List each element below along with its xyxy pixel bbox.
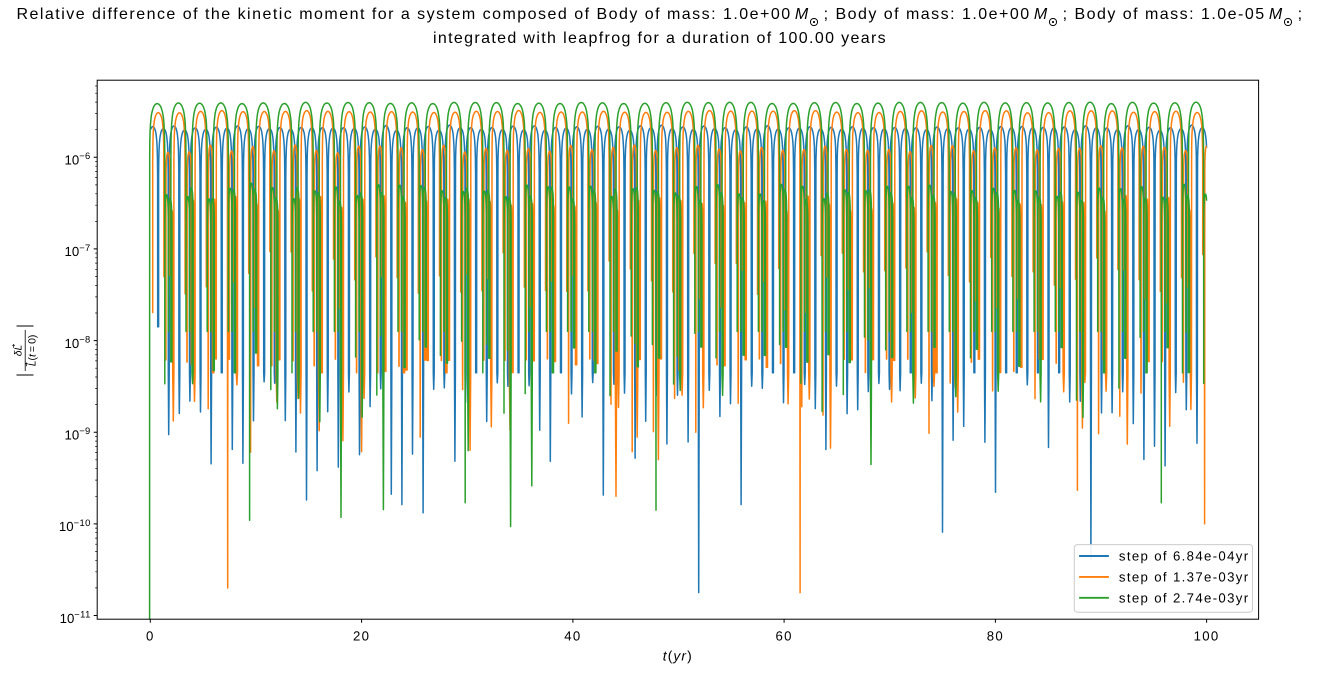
svg-text:20: 20 <box>353 629 370 644</box>
svg-text:step of 2.74e-03yr: step of 2.74e-03yr <box>1119 590 1250 605</box>
svg-text:0: 0 <box>146 629 155 644</box>
svg-text:step of 1.37e-03yr: step of 1.37e-03yr <box>1119 570 1250 585</box>
svg-text:t(yr): t(yr) <box>663 649 693 664</box>
svg-text:step of 6.84e-04yr: step of 6.84e-04yr <box>1119 549 1250 564</box>
svg-text:δL: δL <box>14 345 25 357</box>
svg-text:60: 60 <box>775 629 792 644</box>
svg-text:100: 100 <box>1194 629 1220 644</box>
svg-text:40: 40 <box>564 629 581 644</box>
svg-text:80: 80 <box>987 629 1004 644</box>
svg-text:L(t = 0): L(t = 0) <box>27 335 38 367</box>
